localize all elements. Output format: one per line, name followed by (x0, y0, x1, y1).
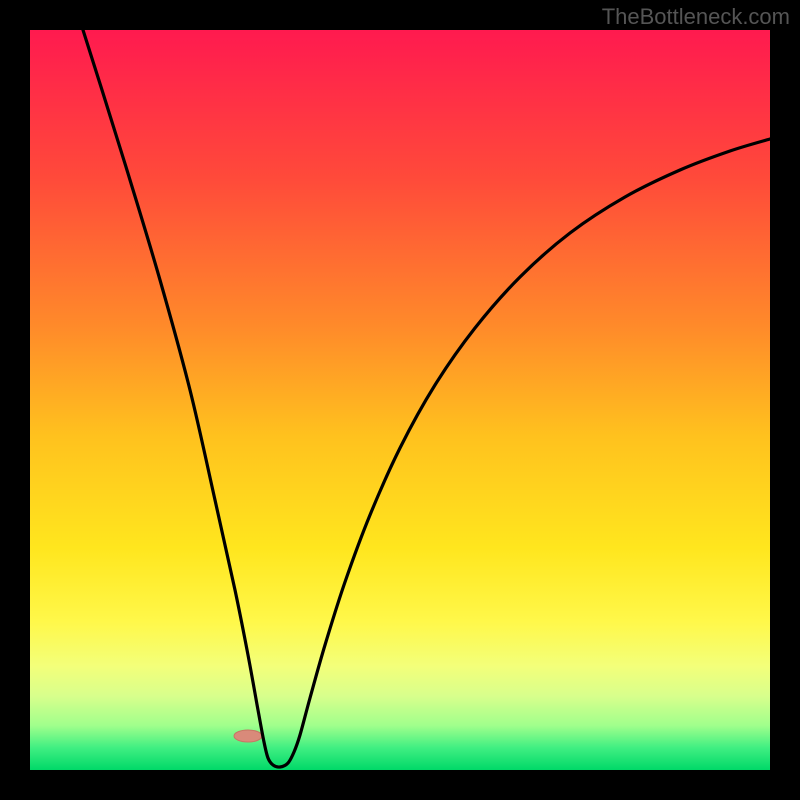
chart-stage: TheBottleneck.com (0, 0, 800, 800)
chart-svg (0, 0, 800, 800)
dip-marker (234, 730, 262, 742)
chart-background (30, 30, 770, 770)
